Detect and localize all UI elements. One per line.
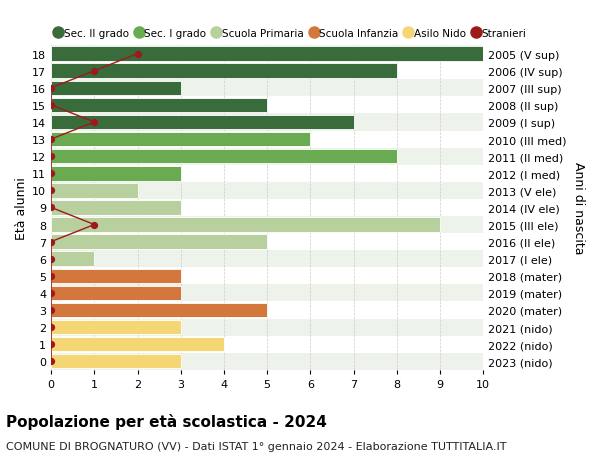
Bar (51, 201, 181, 215)
Y-axis label: Età alunni: Età alunni (15, 177, 28, 239)
Bar (51, 184, 137, 198)
Point (89, 68, 99, 75)
Point (46, 290, 56, 297)
Bar (51, 133, 310, 147)
Point (46, 204, 56, 212)
Point (46, 85, 56, 92)
Bar (51, 80, 483, 97)
Bar (51, 200, 483, 217)
Bar (51, 218, 440, 232)
Text: Popolazione per età scolastica - 2024: Popolazione per età scolastica - 2024 (6, 413, 327, 429)
Bar (51, 235, 267, 249)
Bar (51, 114, 483, 131)
Bar (51, 97, 483, 114)
Point (46, 273, 56, 280)
Bar (51, 336, 483, 353)
Bar (51, 337, 224, 352)
Bar (51, 165, 483, 182)
Point (46, 170, 56, 178)
Bar (51, 320, 181, 335)
Point (46, 324, 56, 331)
Bar (51, 116, 353, 130)
Bar (51, 302, 483, 319)
Bar (51, 234, 483, 251)
Y-axis label: Anni di nascita: Anni di nascita (572, 162, 585, 254)
Bar (51, 64, 397, 79)
Text: COMUNE DI BROGNATURO (VV) - Dati ISTAT 1° gennaio 2024 - Elaborazione TUTTITALIA: COMUNE DI BROGNATURO (VV) - Dati ISTAT 1… (6, 441, 506, 451)
Point (46, 256, 56, 263)
Bar (51, 81, 181, 96)
Bar (51, 251, 483, 268)
Point (89, 221, 99, 229)
Bar (51, 182, 483, 200)
Point (133, 51, 142, 58)
Legend: Sec. II grado, Sec. I grado, Scuola Primaria, Scuola Infanzia, Asilo Nido, Stran: Sec. II grado, Sec. I grado, Scuola Prim… (51, 24, 531, 43)
Bar (51, 63, 483, 80)
Point (46, 153, 56, 161)
Bar (51, 217, 483, 234)
Point (46, 341, 56, 348)
Bar (51, 47, 483, 62)
Bar (51, 98, 267, 113)
Bar (51, 354, 181, 369)
Point (46, 307, 56, 314)
Point (89, 119, 99, 126)
Bar (51, 131, 483, 148)
Bar (51, 46, 483, 63)
Bar (51, 285, 483, 302)
Point (46, 102, 56, 109)
Bar (51, 252, 94, 266)
Bar (51, 286, 181, 301)
Bar (51, 167, 181, 181)
Bar (51, 268, 483, 285)
Point (46, 358, 56, 365)
Bar (51, 150, 397, 164)
Bar (51, 148, 483, 165)
Bar (51, 269, 181, 283)
Point (46, 187, 56, 195)
Bar (51, 319, 483, 336)
Point (46, 238, 56, 246)
Bar (51, 303, 267, 318)
Point (46, 136, 56, 143)
Bar (51, 353, 483, 370)
